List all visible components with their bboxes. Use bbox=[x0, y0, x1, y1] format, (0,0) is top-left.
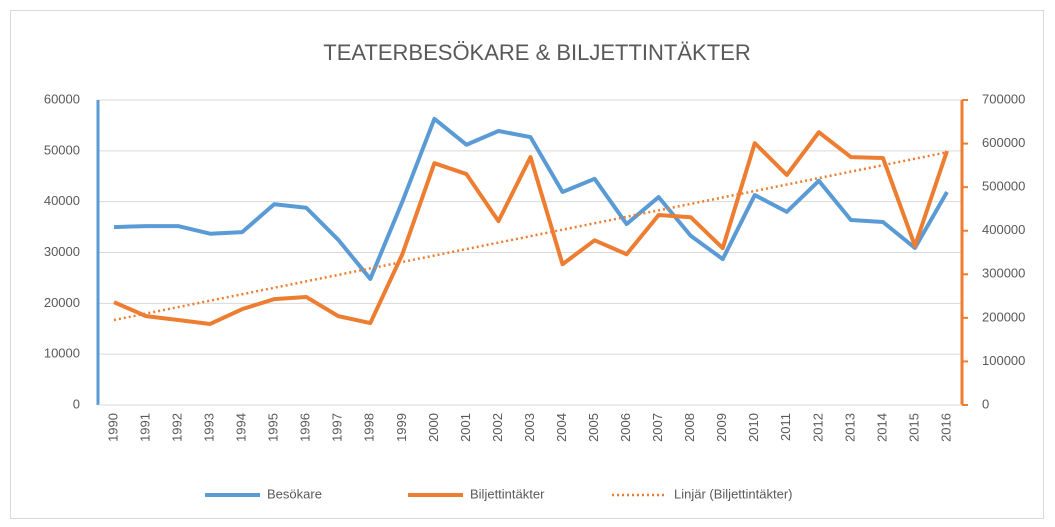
x-tick-label: 2007 bbox=[650, 413, 665, 442]
x-tick-label: 1995 bbox=[266, 413, 281, 442]
y-tick-label: 0 bbox=[73, 396, 80, 411]
x-tick-label: 2008 bbox=[682, 413, 697, 442]
x-tick-label: 2003 bbox=[522, 413, 537, 442]
x-tick-label: 1999 bbox=[394, 413, 409, 442]
x-tick-label: 1994 bbox=[234, 413, 249, 442]
x-tick-label: 2000 bbox=[426, 413, 441, 442]
x-tick-label: 2016 bbox=[938, 413, 953, 442]
series-line bbox=[113, 116, 949, 281]
legend-label: Biljettintäkter bbox=[470, 486, 545, 501]
x-tick-label: 2001 bbox=[458, 413, 473, 442]
y-tick-label: 40000 bbox=[44, 193, 80, 208]
x-tick-label: 1990 bbox=[105, 413, 120, 442]
x-tick-label: 1991 bbox=[137, 413, 152, 442]
y-tick-label: 10000 bbox=[44, 346, 80, 361]
y-tick-label: 30000 bbox=[44, 244, 80, 259]
y2-tick-label: 400000 bbox=[982, 222, 1025, 237]
y-tick-label: 60000 bbox=[44, 91, 80, 106]
x-tick-label: 1998 bbox=[362, 413, 377, 442]
x-tick-label: 2013 bbox=[842, 413, 857, 442]
legend-label: Besökare bbox=[267, 486, 322, 501]
y-tick-label: 20000 bbox=[44, 295, 80, 310]
x-tick-label: 2010 bbox=[746, 413, 761, 442]
x-tick-label: 2004 bbox=[554, 413, 569, 442]
x-tick-label: 2005 bbox=[586, 413, 601, 442]
x-tick-label: 2012 bbox=[810, 413, 825, 442]
x-tick-label: 1996 bbox=[298, 413, 313, 442]
y2-tick-label: 0 bbox=[982, 396, 989, 411]
chart-border bbox=[10, 10, 1044, 519]
y2-tick-label: 500000 bbox=[982, 179, 1025, 194]
series-line bbox=[113, 130, 949, 326]
y-tick-label: 50000 bbox=[44, 142, 80, 157]
legend-label: Linjär (Biljettintäkter) bbox=[674, 486, 793, 501]
x-tick-label: 2015 bbox=[906, 413, 921, 442]
chart-title: TEATERBESÖKARE & BILJETTINTÄKTER bbox=[323, 40, 750, 65]
y2-tick-label: 600000 bbox=[982, 135, 1025, 150]
y2-tick-label: 200000 bbox=[982, 309, 1025, 324]
trend-line bbox=[113, 151, 948, 322]
x-tick-label: 1992 bbox=[170, 413, 185, 442]
x-tick-label: 2011 bbox=[778, 413, 793, 441]
x-tick-label: 2009 bbox=[714, 413, 729, 442]
x-tick-label: 2014 bbox=[874, 413, 889, 442]
x-tick-label: 1993 bbox=[202, 413, 217, 442]
x-tick-label: 2006 bbox=[618, 413, 633, 442]
y2-tick-label: 100000 bbox=[982, 353, 1025, 368]
y2-tick-label: 300000 bbox=[982, 266, 1025, 281]
x-tick-label: 2002 bbox=[490, 413, 505, 442]
x-tick-label: 1997 bbox=[330, 413, 345, 442]
y2-tick-label: 700000 bbox=[982, 91, 1025, 106]
